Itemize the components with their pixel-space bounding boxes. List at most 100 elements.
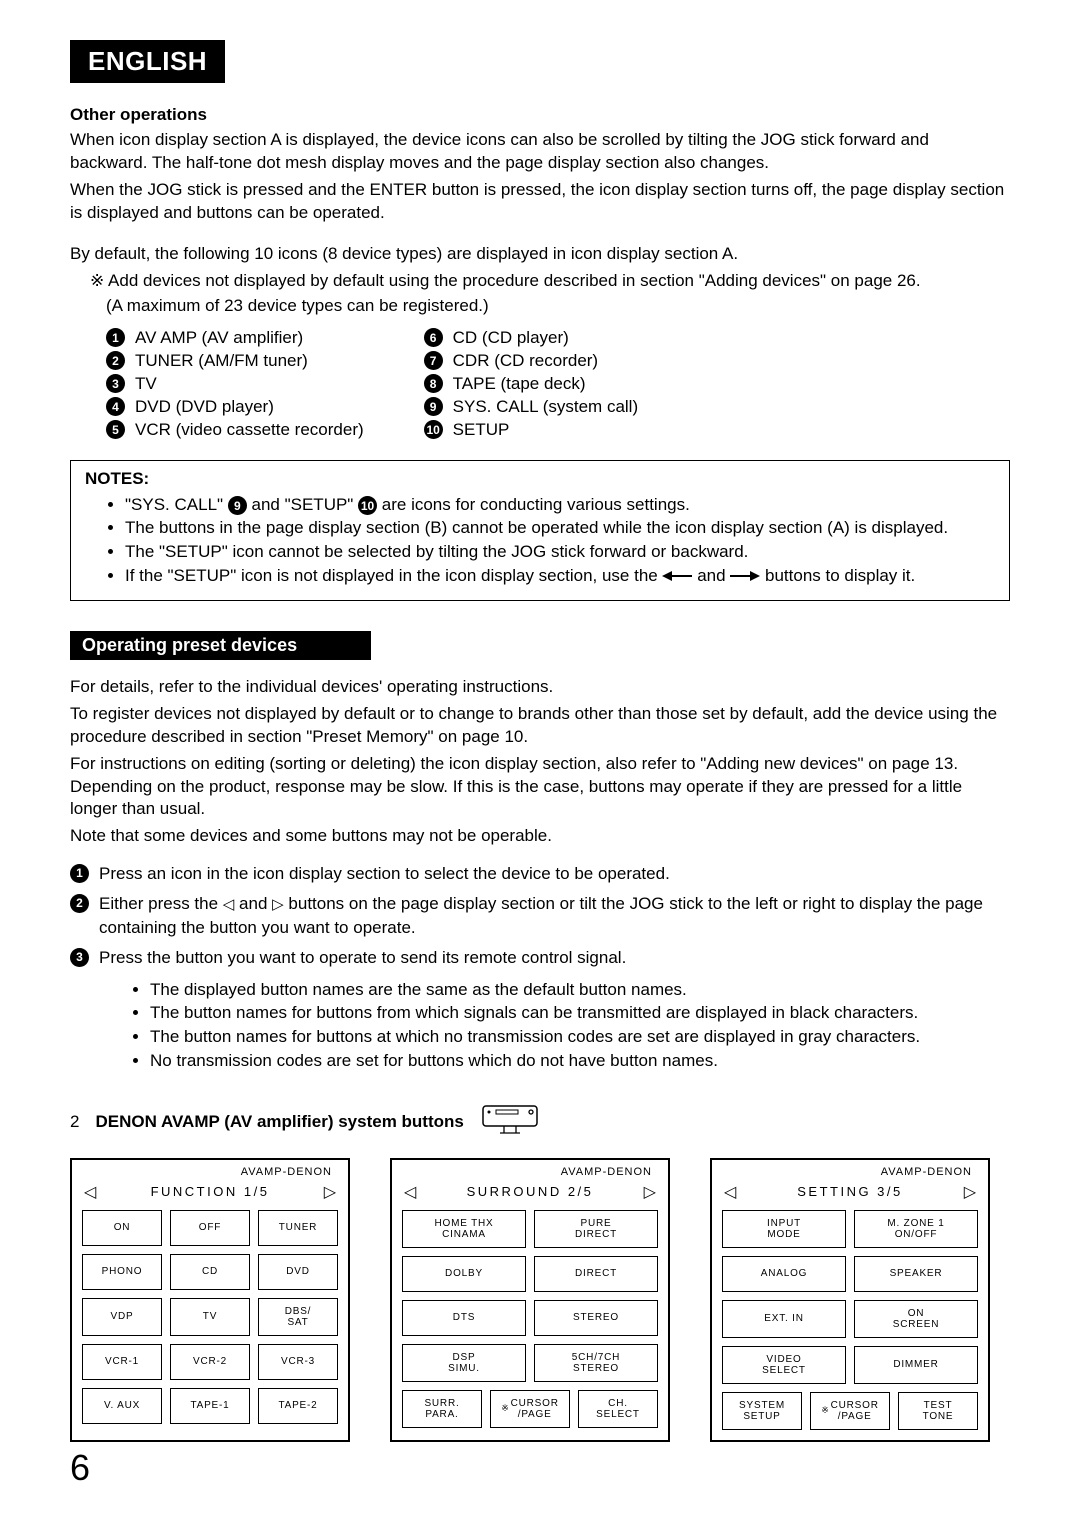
- circled-number-icon: 1: [70, 864, 89, 883]
- screen-button[interactable]: STEREO: [534, 1300, 658, 1336]
- screen-button[interactable]: VCR-1: [82, 1344, 162, 1380]
- body-text: For details, refer to the individual dev…: [70, 676, 1010, 699]
- language-tab: ENGLISH: [70, 40, 225, 83]
- circled-number-icon: 3: [106, 374, 125, 393]
- screen-button[interactable]: ※CURSOR/PAGE: [810, 1392, 890, 1430]
- step-item: 1 Press an icon in the icon display secti…: [70, 862, 1010, 886]
- screen-button[interactable]: VIDEOSELECT: [722, 1346, 846, 1384]
- screen-button[interactable]: M. ZONE 1ON/OFF: [854, 1210, 978, 1248]
- screen-button[interactable]: SYSTEMSETUP: [722, 1392, 802, 1430]
- circled-number-icon: 2: [106, 351, 125, 370]
- device-item: 6CD (CD player): [424, 328, 638, 348]
- screen-brand-label: AVAMP-DENON: [720, 1166, 980, 1178]
- screen-button[interactable]: VCR-2: [170, 1344, 250, 1380]
- prev-page-icon[interactable]: ◁: [84, 1182, 96, 1202]
- screen-button[interactable]: HOME THXCINAMA: [402, 1210, 526, 1248]
- screen-button[interactable]: VDP: [82, 1298, 162, 1336]
- device-label: CD (CD player): [453, 328, 569, 348]
- device-label: AV AMP (AV amplifier): [135, 328, 303, 348]
- step-text: Either press the ◁ and ▷ buttons on the …: [99, 892, 1010, 940]
- other-ops-heading: Other operations: [70, 105, 1010, 125]
- screen-button[interactable]: DBS/SAT: [258, 1298, 338, 1336]
- body-text: When the JOG stick is pressed and the EN…: [70, 179, 1010, 225]
- device-label: SYS. CALL (system call): [453, 397, 638, 417]
- asterisk-icon: ※: [90, 271, 104, 290]
- screen-button[interactable]: ONSCREEN: [854, 1300, 978, 1338]
- device-label: DVD (DVD player): [135, 397, 274, 417]
- body-text: (A maximum of 23 device types can be reg…: [106, 295, 1010, 318]
- device-item: 9 SYS. CALL (system call): [424, 397, 638, 417]
- next-page-icon[interactable]: ▷: [644, 1182, 656, 1202]
- screens-row: AVAMP-DENON◁FUNCTION 1/5▷ONOFFTUNERPHONO…: [70, 1158, 1010, 1442]
- body-text: Note that some devices and some buttons …: [70, 825, 1010, 848]
- sub-bullet-item: The button names for buttons from which …: [150, 1001, 1010, 1025]
- screen-button[interactable]: CD: [170, 1254, 250, 1290]
- step-text: Press an icon in the icon display sectio…: [99, 862, 670, 886]
- prev-page-icon[interactable]: ◁: [724, 1182, 736, 1202]
- sub-bullet-item: The displayed button names are the same …: [150, 978, 1010, 1002]
- step-item: 3Press the button you want to operate to…: [70, 946, 1010, 970]
- screen-footer-row: SURR.PARA.※CURSOR/PAGECH.SELECT: [400, 1390, 660, 1428]
- screen-button[interactable]: DSPSIMU.: [402, 1344, 526, 1382]
- device-item: 1AV AMP (AV amplifier): [106, 328, 364, 348]
- device-item: 5 VCR (video cassette recorder): [106, 420, 364, 440]
- screen-button[interactable]: ANALOG: [722, 1256, 846, 1292]
- screen-button[interactable]: TESTTONE: [898, 1392, 978, 1430]
- device-item: 8 TAPE (tape deck): [424, 374, 638, 394]
- screen-button[interactable]: INPUTMODE: [722, 1210, 846, 1248]
- sub-bullet-item: The button names for buttons at which no…: [150, 1025, 1010, 1049]
- screen-title: SETTING 3/5: [797, 1184, 903, 1199]
- next-page-icon[interactable]: ▷: [964, 1182, 976, 1202]
- screen-button[interactable]: ※CURSOR/PAGE: [490, 1390, 570, 1428]
- notes-box: NOTES: "SYS. CALL" 9 and "SETUP" 10 are …: [70, 460, 1010, 601]
- screen-button-grid: ONOFFTUNERPHONOCDDVDVDPTVDBS/SATVCR-1VCR…: [80, 1210, 340, 1424]
- screen-button[interactable]: DIRECT: [534, 1256, 658, 1292]
- remote-screen: AVAMP-DENON ◁ SETTING 3/5 ▷ INPUTMODEM. ZONE…: [710, 1158, 990, 1442]
- screen-button[interactable]: DVD: [258, 1254, 338, 1290]
- screen-button[interactable]: CH.SELECT: [578, 1390, 658, 1428]
- screen-button[interactable]: VCR-3: [258, 1344, 338, 1380]
- right-arrow-icon: [730, 570, 760, 582]
- device-label: VCR (video cassette recorder): [135, 420, 364, 440]
- screen-button[interactable]: DIMMER: [854, 1346, 978, 1384]
- screen-button[interactable]: TUNER: [258, 1210, 338, 1246]
- remote-screen: AVAMP-DENON◁SURROUND 2/5▷HOME THXCINAMAP…: [390, 1158, 670, 1442]
- screen-button[interactable]: TAPE-1: [170, 1388, 250, 1424]
- screen-button[interactable]: V. AUX: [82, 1388, 162, 1424]
- circled-number-icon: 9: [424, 397, 443, 416]
- device-list: 1AV AMP (AV amplifier)2TUNER (AM/FM tune…: [106, 328, 1010, 440]
- body-text: ※ Add devices not displayed by default u…: [90, 270, 1010, 293]
- circled-number-icon: 5: [106, 420, 125, 439]
- next-page-icon[interactable]: ▷: [324, 1182, 336, 1202]
- screen-button[interactable]: DTS: [402, 1300, 526, 1336]
- screen-button[interactable]: OFF: [170, 1210, 250, 1246]
- screen-footer-row: SYSTEMSETUP※CURSOR/PAGETESTTONE: [720, 1392, 980, 1430]
- body-text: To register devices not displayed by def…: [70, 703, 1010, 749]
- device-item: 7CDR (CD recorder): [424, 351, 638, 371]
- screen-button-grid: HOME THXCINAMAPUREDIRECTDOLBYDIRECTDTSST…: [400, 1210, 660, 1382]
- screen-button[interactable]: PUREDIRECT: [534, 1210, 658, 1248]
- sub-bullet-item: No transmission codes are set for button…: [150, 1049, 1010, 1073]
- screen-button[interactable]: SURR.PARA.: [402, 1390, 482, 1428]
- screen-button[interactable]: SPEAKER: [854, 1256, 978, 1292]
- screen-button-grid: INPUTMODEM. ZONE 1ON/OFFANALOGSPEAKEREXT…: [720, 1210, 980, 1384]
- screen-button[interactable]: EXT. IN: [722, 1300, 846, 1338]
- screen-button[interactable]: TAPE-2: [258, 1388, 338, 1424]
- device-label: TAPE (tape deck): [453, 374, 586, 394]
- screen-button[interactable]: 5CH/7CHSTEREO: [534, 1344, 658, 1382]
- screen-button[interactable]: TV: [170, 1298, 250, 1336]
- screen-button[interactable]: DOLBY: [402, 1256, 526, 1292]
- panel-number: 2: [70, 1112, 79, 1132]
- note-item: "SYS. CALL" 9 and "SETUP" 10 are icons f…: [125, 493, 995, 517]
- circled-number-icon: 3: [70, 948, 89, 967]
- page-number: 6: [70, 1447, 90, 1489]
- circled-number-icon: 9: [228, 496, 247, 515]
- screen-button[interactable]: PHONO: [82, 1254, 162, 1290]
- screen-button[interactable]: ON: [82, 1210, 162, 1246]
- prev-page-icon[interactable]: ◁: [404, 1182, 416, 1202]
- remote-screen: AVAMP-DENON◁FUNCTION 1/5▷ONOFFTUNERPHONO…: [70, 1158, 350, 1442]
- circled-number-icon: 10: [358, 496, 377, 515]
- device-label: CDR (CD recorder): [453, 351, 598, 371]
- circled-number-icon: 4: [106, 397, 125, 416]
- circled-number-icon: 8: [424, 374, 443, 393]
